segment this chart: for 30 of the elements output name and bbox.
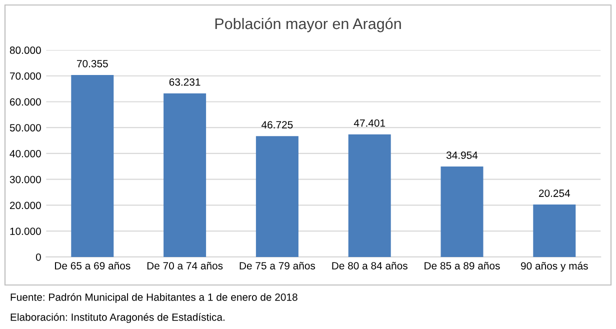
bar <box>164 93 206 257</box>
bar <box>533 204 576 257</box>
data-label: 46.725 <box>262 121 293 128</box>
x-tick-label: De 70 a 74 años <box>147 262 223 270</box>
y-tick-label: 80.000 <box>10 46 41 54</box>
data-label: 63.231 <box>169 78 200 86</box>
bar <box>440 166 484 257</box>
y-tick-label: 10.000 <box>10 228 41 235</box>
bar <box>71 74 114 257</box>
x-tick-label: 90 años y más <box>521 262 588 272</box>
data-label: 47.401 <box>354 119 386 127</box>
data-label: 20.254 <box>538 190 570 197</box>
bar <box>348 134 391 257</box>
x-tick-label: De 65 a 69 años <box>55 262 130 270</box>
y-tick-label: 30.000 <box>10 176 41 184</box>
y-tick-label: 20.000 <box>10 202 41 210</box>
y-tick-label: 0 <box>36 253 41 261</box>
bar <box>256 136 298 257</box>
y-tick-label: 50.000 <box>10 124 41 132</box>
y-tick-label: 70.000 <box>10 72 41 80</box>
x-tick-label: De 80 a 84 años <box>332 262 408 270</box>
x-tick-label: De 75 a 79 años <box>240 262 316 270</box>
text: Elaboración: Instituto Aragonés de Estadística. <box>10 313 224 323</box>
y-tick-label: 40.000 <box>10 150 41 158</box>
chart-title: Población mayor en Aragón <box>215 18 401 32</box>
x-tick-label: De 85 a 89 años <box>424 262 500 270</box>
data-label: 70.355 <box>77 60 108 68</box>
data-label: 34.954 <box>446 152 478 159</box>
y-tick-label: 60.000 <box>10 98 41 106</box>
source-note: Fuente: Padrón Municipal de Habitantes a 1 de enero de 2018 <box>10 293 298 303</box>
